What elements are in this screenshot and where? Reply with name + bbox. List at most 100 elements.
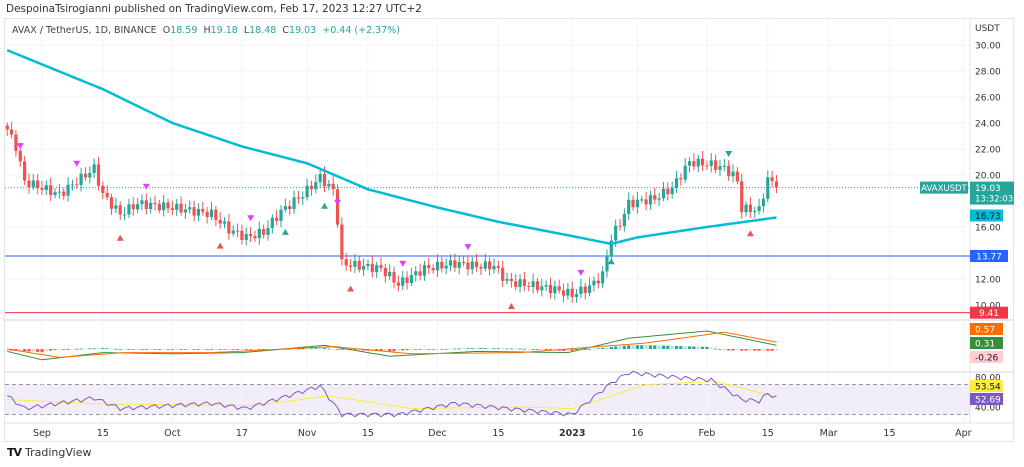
candle-body [501, 267, 505, 281]
candle-body [592, 280, 596, 286]
rsi-line [7, 370, 777, 418]
symbol-title[interactable]: AVAX / TetherUS, 1D, BINANCE [12, 25, 157, 36]
macd-histogram-bar [544, 349, 548, 351]
price-chart[interactable]: 30.00 28.00 26.00 24.00 22.00 20.00 16.00 12.00… [0, 0, 1024, 445]
macd-histogram-bar [149, 349, 153, 350]
candle-body [653, 195, 657, 200]
currency-label: USDT [975, 24, 1000, 34]
macd-histogram-bar [166, 349, 170, 350]
macd-histogram-bar [518, 348, 522, 350]
candle-body [131, 204, 135, 210]
macd-histogram-bar [453, 348, 457, 350]
tradingview-logo[interactable]: TV [7, 446, 22, 459]
macd-histogram-bar [49, 349, 53, 351]
macd-histogram-bar [296, 348, 301, 350]
macd-histogram-bar [244, 349, 248, 350]
macd-histogram-bar [314, 348, 318, 350]
candle-body [157, 204, 161, 211]
macd-histogram-bar [770, 349, 774, 351]
macd-histogram-bar [548, 349, 553, 351]
macd-histogram-bar [644, 345, 648, 349]
candle-body [435, 261, 440, 271]
macd-histogram-bar [609, 346, 613, 349]
candle-body [170, 208, 174, 210]
macd-histogram-bar [522, 348, 527, 350]
countdown-text: 13:32:03 [975, 195, 1013, 205]
macd-histogram-bar [231, 349, 235, 350]
candle-body [114, 205, 118, 209]
macd-histogram-bar [574, 349, 579, 351]
candle-body [679, 178, 683, 180]
candle-body [127, 204, 131, 215]
macd-histogram-bar [440, 348, 444, 350]
time-tick-label: Mar [820, 428, 838, 439]
candle-body [136, 204, 140, 210]
macd-histogram-bar [666, 345, 670, 349]
time-tick-label: Oct [164, 428, 181, 439]
candle-body [388, 271, 392, 277]
macd-histogram-bar [405, 349, 409, 351]
macd-line [7, 330, 777, 361]
macd-histogram-bar [327, 348, 331, 350]
macd-histogram-bar [740, 349, 744, 351]
candle-body [340, 224, 344, 260]
macd-value-text: 0.31 [975, 340, 995, 350]
macd-histogram-bar [122, 349, 127, 350]
macd-histogram-bar [27, 349, 31, 352]
candle-body [27, 180, 31, 188]
macd-histogram-bar [470, 348, 474, 349]
macd-histogram-bar [105, 348, 109, 350]
candle-body [257, 228, 261, 239]
candle-body [609, 240, 613, 257]
candle-body [496, 266, 500, 268]
candle-body [375, 265, 379, 273]
candle-body [357, 260, 361, 270]
sell-signal-marker [247, 215, 255, 222]
macd-histogram-bar [640, 345, 644, 349]
candle-body [566, 288, 570, 296]
candle-body [418, 271, 422, 276]
rsi-tick-label: 40.00 [975, 404, 1001, 414]
candle-body [774, 181, 779, 188]
macd-value-badge [970, 337, 1003, 349]
macd-histogram-bar [179, 349, 183, 350]
sell-signal-marker [577, 269, 585, 276]
last-price-badge [970, 181, 1014, 205]
candle-body [353, 260, 357, 267]
macd-histogram-bar [531, 349, 535, 350]
macd-histogram-bar [379, 349, 383, 352]
candle-body [92, 164, 96, 174]
candle-body [305, 185, 309, 198]
macd-histogram-bar [183, 349, 188, 350]
time-tick-label: Feb [699, 428, 716, 439]
candle-body [318, 174, 322, 183]
rsi-tick-label: 80.00 [975, 374, 1001, 384]
buy-signal-marker [281, 228, 289, 235]
macd-histogram-bar [535, 349, 540, 350]
macd-histogram-bar [235, 349, 240, 350]
candle-body [327, 183, 331, 187]
candle-body [96, 164, 101, 186]
brand-name[interactable]: TradingView [25, 446, 92, 459]
candle-body [448, 260, 453, 266]
candle-body [683, 165, 687, 180]
candle-body [153, 202, 157, 205]
macd-histogram-bar [735, 349, 739, 351]
candle-body [453, 260, 457, 268]
macd-histogram-bar [396, 349, 400, 351]
macd-histogram-bar [683, 346, 687, 349]
macd-histogram-bar [23, 349, 27, 352]
candle-body [692, 161, 696, 167]
candle-body [249, 234, 253, 237]
candle-body [9, 129, 14, 135]
macd-histogram-bar [92, 348, 96, 350]
macd-histogram-bar [540, 349, 544, 350]
macd-histogram-bar [401, 349, 405, 351]
buy-signal-marker [746, 230, 754, 237]
candle-body [648, 195, 653, 205]
candle-body [209, 209, 214, 218]
macd-histogram-bar [475, 347, 479, 349]
price-tick-label: 10.00 [975, 302, 1001, 312]
macd-histogram-bar [596, 348, 600, 350]
macd-histogram-bar [444, 348, 448, 350]
